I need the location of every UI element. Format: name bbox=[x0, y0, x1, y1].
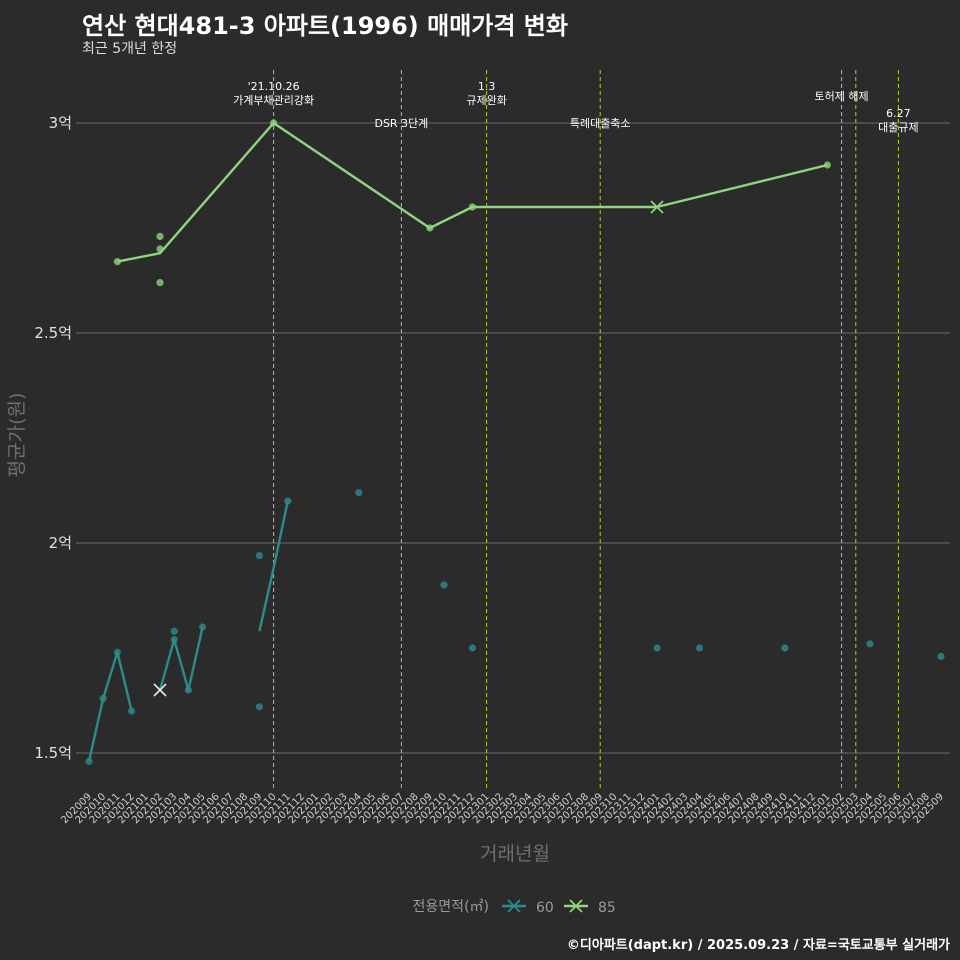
series-60-line bbox=[258, 500, 289, 632]
series-60-point bbox=[85, 757, 93, 766]
y-tick-label: 2.5억 bbox=[34, 324, 72, 342]
x-axis-title: 거래년월 bbox=[480, 843, 550, 865]
event-label: 토허제 해제 bbox=[815, 89, 869, 103]
event-label: 가계부채관리강화 bbox=[233, 94, 314, 107]
series-85-point bbox=[156, 245, 164, 253]
series-85-cross-marker bbox=[650, 200, 664, 214]
legend-label: 85 bbox=[598, 900, 616, 916]
legend-swatch-marker-stroke bbox=[507, 899, 521, 913]
series-60-line bbox=[158, 626, 204, 692]
event-label: 대출규제 bbox=[878, 121, 918, 134]
series-60-cross-marker bbox=[153, 683, 167, 697]
y-axis-title: 평균가(원) bbox=[6, 393, 28, 478]
legend-swatch-marker bbox=[507, 899, 521, 913]
series-85-point bbox=[156, 279, 164, 287]
chart-title: 연산 현대481-3 아파트(1996) 매매가격 변화 bbox=[82, 12, 568, 40]
event-label: '21.10.26 bbox=[248, 80, 300, 93]
series-85-point bbox=[426, 224, 434, 232]
series-60-point bbox=[99, 694, 107, 703]
legend-label: 60 bbox=[536, 900, 554, 916]
series-60-cross-marker-stroke bbox=[153, 683, 167, 697]
series-60-point bbox=[284, 497, 292, 505]
series-60-line bbox=[87, 651, 133, 762]
legend-swatch-marker bbox=[569, 899, 583, 913]
chart-subtitle: 최근 5개년 한정 bbox=[82, 41, 178, 57]
legend-title: 전용면적(㎡) bbox=[413, 899, 489, 915]
series-60-point bbox=[128, 707, 136, 715]
series-60-point bbox=[866, 640, 874, 648]
series-85-point bbox=[113, 258, 121, 266]
series-85-point bbox=[823, 161, 832, 169]
series-85-line bbox=[117, 121, 828, 263]
series-85-point bbox=[468, 203, 476, 211]
legend-swatch-marker-stroke bbox=[569, 899, 583, 913]
series-60-point bbox=[255, 703, 263, 711]
series-60-point bbox=[937, 652, 945, 661]
series-60-point bbox=[440, 581, 448, 589]
event-label: 1.3 bbox=[478, 80, 496, 93]
series-85-cross-marker-stroke bbox=[650, 200, 664, 214]
y-tick-label: 3억 bbox=[49, 114, 72, 132]
series-60-point bbox=[468, 644, 476, 652]
event-label: 규제완화 bbox=[466, 94, 506, 107]
series-60-point bbox=[170, 627, 178, 635]
series-85-point bbox=[270, 119, 278, 127]
event-label: DSR 3단계 bbox=[374, 117, 428, 130]
event-label: 특례대출축소 bbox=[570, 117, 631, 130]
series-60-point bbox=[113, 648, 121, 656]
source-caption: ©디아파트(dapt.kr) / 2025.09.23 / 자료=국토교통부 실… bbox=[566, 938, 950, 953]
series-60-point bbox=[355, 489, 363, 497]
series-60-point bbox=[696, 644, 704, 652]
series-60-point bbox=[781, 644, 789, 652]
series-60-point bbox=[184, 686, 192, 694]
event-label: 6.27 bbox=[886, 107, 911, 120]
series-60-point bbox=[653, 644, 661, 652]
y-tick-label: 1.5억 bbox=[34, 744, 72, 762]
series-85-point bbox=[156, 232, 164, 240]
series-60-point bbox=[255, 552, 263, 560]
series-60-point bbox=[170, 636, 178, 644]
y-tick-label: 2억 bbox=[49, 534, 72, 552]
series-60-point bbox=[199, 623, 207, 631]
